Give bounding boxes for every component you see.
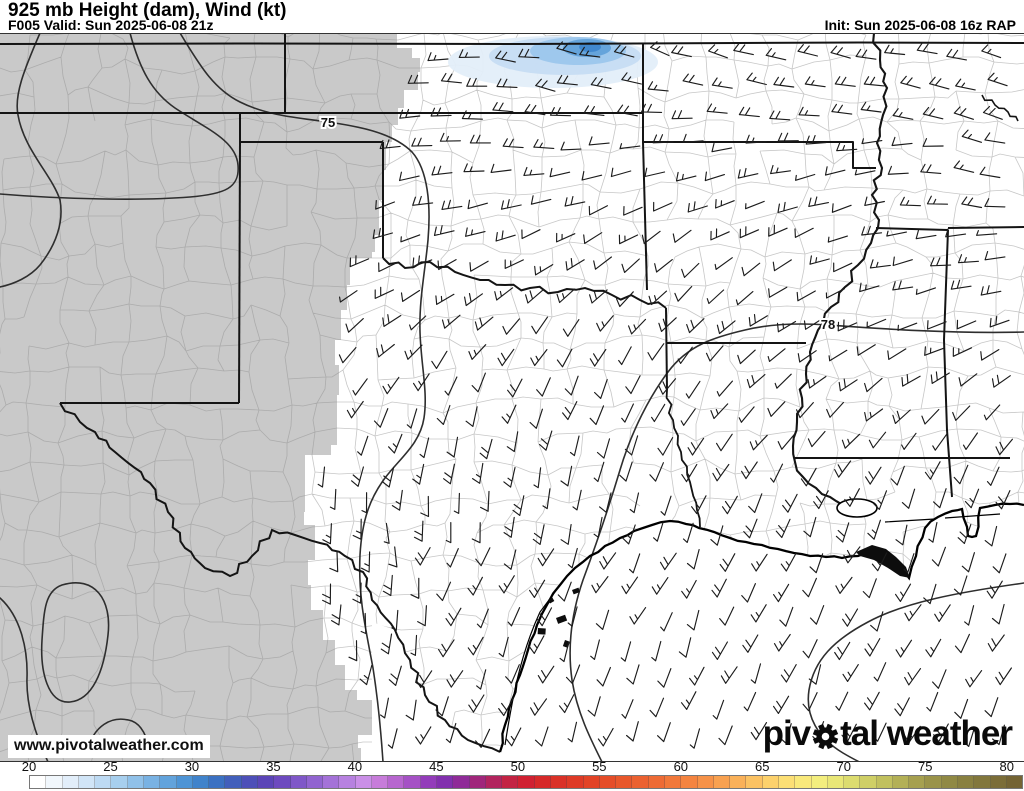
colorbar-tick-80: 80: [999, 759, 1014, 774]
colorbar-cell-69: [827, 776, 845, 788]
colorbar-tick-45: 45: [429, 759, 444, 774]
colorbar-cell-30: [192, 776, 210, 788]
colorbar-cell-77: [958, 776, 975, 788]
colorbar-cell-75: [925, 776, 942, 788]
watermark-url: www.pivotalweather.com: [8, 735, 210, 758]
colorbar-tick-30: 30: [184, 759, 200, 774]
colorbar-cell-22: [62, 776, 79, 788]
colorbar-cell-44: [420, 776, 438, 788]
colorbar-cell-47: [469, 776, 486, 788]
colorbar-cell-24: [95, 776, 112, 788]
colorbar-cell-57: [632, 776, 649, 788]
colorbar-cell-43: [404, 776, 421, 788]
colorbar-cell-26: [127, 776, 144, 788]
colorbar-cell-80: [1006, 776, 1023, 788]
colorbar-tick-75: 75: [917, 759, 933, 774]
colorbar-cell-52: [551, 776, 568, 788]
colorbar-cell-70: [844, 776, 861, 788]
colorbar-cell-49: [502, 776, 519, 788]
colorbar-tick-55: 55: [592, 759, 607, 774]
model-init-time: Init: Sun 2025-06-08 16z RAP: [824, 17, 1016, 33]
colorbar-cell-63: [730, 776, 747, 788]
product-title: 925 mb Height (dam), Wind (kt): [8, 0, 287, 21]
colorbar-cell-65: [762, 776, 779, 788]
colorbar-cell-56: [616, 776, 633, 788]
colorbar-cell-74: [909, 776, 926, 788]
colorbar-cell-72: [876, 776, 893, 788]
colorbar-cell-67: [795, 776, 812, 788]
colorbar-cell-25: [111, 776, 128, 788]
colorbar-cell-46: [453, 776, 470, 788]
colorbar-tick-60: 60: [673, 759, 689, 774]
colorbar-cell-60: [681, 776, 698, 788]
colorbar-cell-23: [78, 776, 96, 788]
logo-text-pre: piv: [762, 714, 812, 753]
colorbar-cell-29: [176, 776, 193, 788]
weather-map-canvas: 75 78: [0, 33, 1024, 762]
colorbar-cell-66: [778, 776, 796, 788]
colorbar-cell-68: [811, 776, 828, 788]
colorbar-cell-53: [567, 776, 584, 788]
pivotal-weather-logo: piv tal weather: [762, 714, 1013, 754]
colorbar-cell-36: [290, 776, 307, 788]
colorbar-cell-38: [323, 776, 340, 788]
colorbar-cell-58: [648, 776, 665, 788]
colorbar-cell-35: [274, 776, 291, 788]
colorbar-tick-50: 50: [510, 759, 526, 774]
colorbar-cell-34: [257, 776, 275, 788]
colorbar-tick-35: 35: [266, 759, 281, 774]
colorbar-cell-54: [583, 776, 600, 788]
colorbar-cell-62: [713, 776, 731, 788]
gear-icon: [812, 723, 839, 749]
colorbar-cell-39: [339, 776, 356, 788]
colorbar-cell-40: [355, 776, 372, 788]
colorbar-cell-45: [437, 776, 454, 788]
contour-label-75: 75: [321, 115, 335, 130]
colorbar-cell-51: [534, 776, 551, 788]
colorbar-tick-20: 20: [21, 759, 37, 774]
colorbar-cell-41: [371, 776, 389, 788]
colorbar-cell-33: [241, 776, 258, 788]
forecast-valid-time: F005 Valid: Sun 2025-06-08 21z: [8, 17, 214, 33]
colorbar-tick-65: 65: [755, 759, 770, 774]
colorbar-cell-20: [30, 776, 47, 788]
colorbar-cell-64: [746, 776, 763, 788]
colorbar-cell-42: [388, 776, 405, 788]
colorbar-cell-78: [974, 776, 991, 788]
colorbar-cell-59: [664, 776, 682, 788]
colorbar-tick-70: 70: [836, 759, 851, 774]
colorbar-tick-40: 40: [347, 759, 363, 774]
colorbar-cell-21: [46, 776, 63, 788]
colorbar-cell-76: [941, 776, 959, 788]
colorbar-cell-27: [143, 776, 161, 788]
colorbar-cell-71: [860, 776, 877, 788]
logo-text-post: tal weather: [840, 714, 1013, 753]
colorbar-cell-50: [518, 776, 535, 788]
colorbar-cell-37: [306, 776, 324, 788]
colorbar-cell-61: [697, 776, 714, 788]
contour-label-78: 78: [821, 317, 835, 332]
colorbar-cell-73: [892, 776, 910, 788]
colorbar-cell-31: [209, 776, 226, 788]
colorbar-tick-25: 25: [103, 759, 118, 774]
colorbar-cell-55: [599, 776, 617, 788]
colorbar-cell-48: [485, 776, 503, 788]
colorbar-cell-79: [990, 776, 1007, 788]
colorbar-cell-28: [160, 776, 177, 788]
colorbar-cell-32: [225, 776, 242, 788]
wind-speed-colorbar: [29, 775, 1023, 789]
